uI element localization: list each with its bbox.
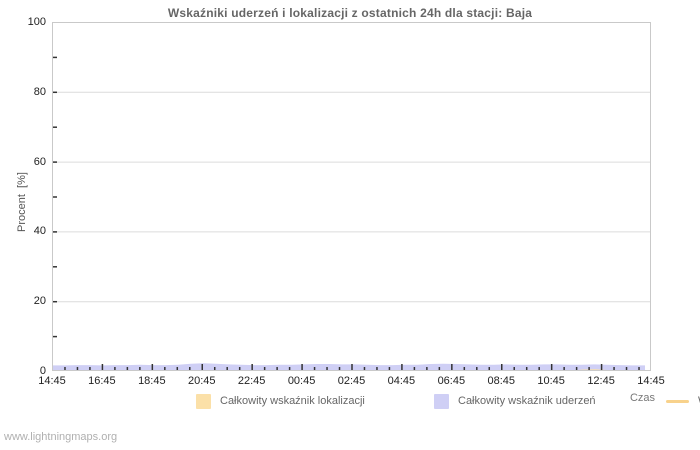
area-swatch-icon [434,393,449,409]
legend-label: Całkowity wskaźnik uderzeń [458,395,596,407]
x-tick-label: 10:45 [537,375,565,387]
x-tick-label: 02:45 [337,375,366,387]
area-chart-svg [52,22,651,371]
x-tick-label: 04:45 [387,375,416,387]
x-axis-title: Czas [629,392,655,404]
x-tick-label: 12:45 [587,375,615,387]
y-tick-label: 0 [39,365,46,377]
x-tick-label: 08:45 [487,375,516,387]
watermark-link[interactable]: www.lightningmaps.org [4,431,118,443]
x-tick-label: 14:45 [637,375,665,387]
y-tick-label: 80 [33,85,46,98]
x-tick-label: 20:45 [187,375,216,387]
area-swatch-icon [196,393,211,409]
x-tick-label: 22:45 [237,375,266,387]
y-tick-label: 100 [27,16,46,28]
x-tick-label: 16:45 [88,375,116,387]
x-tick-label: 00:45 [287,375,316,387]
x-tick-label: 18:45 [138,375,166,387]
y-tick-label: 20 [33,295,46,308]
x-tick-label: 06:45 [437,375,466,387]
chart-legend: Całkowity wskaźnik lokalizacji Całkowity… [196,390,700,412]
y-tick-label: 60 [33,155,46,168]
legend-item-total-locations: Całkowity wskaźnik lokalizacji [196,393,434,409]
line-swatch-icon [666,399,689,403]
chart-title: Wskaźniki uderzeń i lokalizacji z ostatn… [167,6,533,20]
legend-label: Wskaźnik lokalizacji stacji Baja [698,395,700,407]
legend-item-total-strikes: Całkowity wskaźnik uderzeń [434,393,666,409]
legend-label: Całkowity wskaźnik lokalizacji [220,395,365,407]
x-tick-label: 14:45 [38,375,66,387]
plot-area [52,22,651,371]
legend-item-station-locations: Wskaźnik lokalizacji stacji Baja [666,395,700,407]
y-tick-label: 40 [33,225,46,238]
